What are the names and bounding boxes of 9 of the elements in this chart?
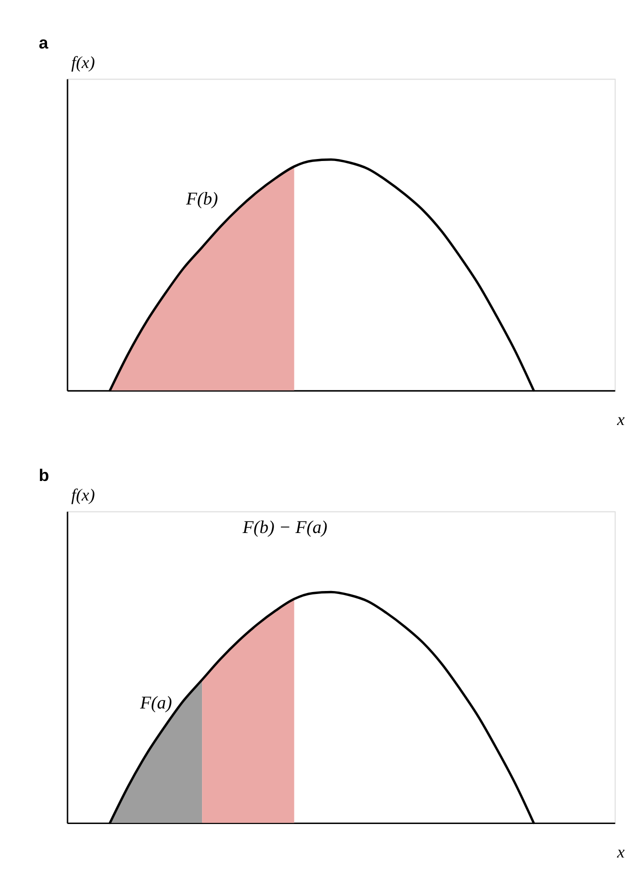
chart-title: a [38,34,49,53]
chart-title: b [38,466,50,486]
x-axis-title: x [616,410,626,429]
x-axis-title: x [616,842,626,862]
annotation: F(b) [185,188,218,208]
y-axis-title: f(x) [71,52,96,72]
y-axis-title: f(x) [71,485,96,504]
annotation: F(a) [139,692,172,713]
text: F(b) − F(a) [242,517,328,538]
